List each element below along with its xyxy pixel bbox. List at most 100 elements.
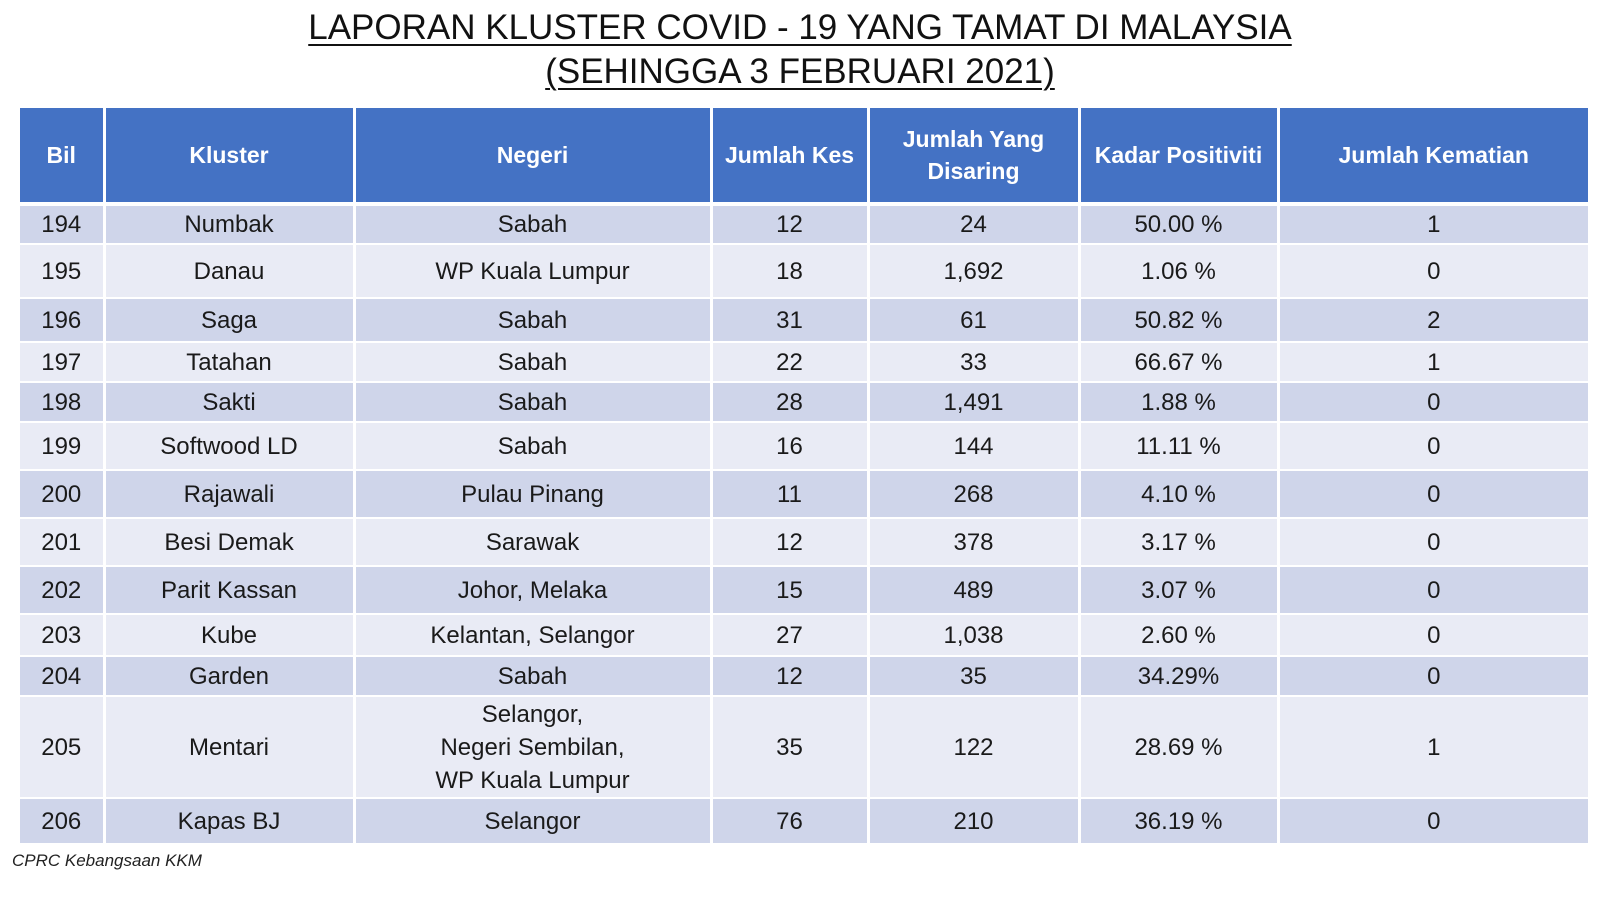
cell-negeri: Johor, Melaka xyxy=(352,566,713,615)
cell-kluster: Garden xyxy=(102,656,356,697)
cell-bil: 202 xyxy=(20,566,106,615)
cell-disaring: 122 xyxy=(866,696,1081,799)
header-jumlah-disaring-line1: Jumlah Yang xyxy=(902,126,1045,152)
cell-disaring: 61 xyxy=(866,298,1081,343)
cell-positiviti: 50.82 % xyxy=(1077,298,1280,343)
cell-kematian: 0 xyxy=(1276,422,1588,471)
table-row: 206 Kapas BJ Selangor 76 210 36.19 % 0 xyxy=(20,798,1588,845)
cell-positiviti: 36.19 % xyxy=(1077,798,1280,845)
cell-positiviti: 66.67 % xyxy=(1077,342,1280,383)
cell-positiviti: 4.10 % xyxy=(1077,470,1280,519)
cell-kematian: 0 xyxy=(1276,518,1588,567)
cell-bil: 205 xyxy=(20,696,106,799)
cell-negeri: Kelantan, Selangor xyxy=(352,614,713,657)
cell-positiviti: 11.11 % xyxy=(1077,422,1280,471)
negeri-line: Sabah xyxy=(497,348,568,376)
cell-negeri: Selangor xyxy=(352,798,713,845)
cell-positiviti: 28.69 % xyxy=(1077,696,1280,799)
negeri-line: Selangor xyxy=(484,807,581,835)
header-jumlah-kes: Jumlah Kes xyxy=(709,108,870,206)
cell-disaring: 378 xyxy=(866,518,1081,567)
table-row: 201 Besi Demak Sarawak 12 378 3.17 % 0 xyxy=(20,518,1588,567)
cell-disaring: 1,692 xyxy=(866,244,1081,299)
cell-disaring: 1,491 xyxy=(866,382,1081,423)
cell-kluster: Saga xyxy=(102,298,356,343)
cell-positiviti: 34.29% xyxy=(1077,656,1280,697)
cell-disaring: 144 xyxy=(866,422,1081,471)
negeri-line: Selangor, xyxy=(481,700,584,728)
cell-disaring: 1,038 xyxy=(866,614,1081,657)
cell-kluster: Kapas BJ xyxy=(102,798,356,845)
cell-kes: 18 xyxy=(709,244,870,299)
cell-disaring: 35 xyxy=(866,656,1081,697)
table-row: 199 Softwood LD Sabah 16 144 11.11 % 0 xyxy=(20,422,1588,471)
cell-kluster: Softwood LD xyxy=(102,422,356,471)
cell-positiviti: 50.00 % xyxy=(1077,204,1280,245)
cell-negeri: Sarawak xyxy=(352,518,713,567)
header-kluster: Kluster xyxy=(102,108,356,206)
cell-positiviti: 2.60 % xyxy=(1077,614,1280,657)
cell-kluster: Kube xyxy=(102,614,356,657)
cell-kematian: 0 xyxy=(1276,614,1588,657)
cell-bil: 206 xyxy=(20,798,106,845)
cell-kes: 31 xyxy=(709,298,870,343)
cell-kluster: Danau xyxy=(102,244,356,299)
cluster-table: Bil Kluster Negeri Jumlah Kes Jumlah Yan… xyxy=(20,108,1588,845)
header-bil: Bil xyxy=(20,108,106,206)
cell-disaring: 24 xyxy=(866,204,1081,245)
cell-kematian: 0 xyxy=(1276,566,1588,615)
cell-kematian: 1 xyxy=(1276,204,1588,245)
cell-negeri: Sabah xyxy=(352,342,713,383)
cell-kes: 28 xyxy=(709,382,870,423)
cell-kes: 12 xyxy=(709,656,870,697)
cell-disaring: 268 xyxy=(866,470,1081,519)
negeri-line: Negeri Sembilan, xyxy=(440,733,625,761)
table-header-row: Bil Kluster Negeri Jumlah Kes Jumlah Yan… xyxy=(20,108,1588,206)
cell-positiviti: 3.07 % xyxy=(1077,566,1280,615)
cell-kluster: Parit Kassan xyxy=(102,566,356,615)
cell-disaring: 33 xyxy=(866,342,1081,383)
cell-bil: 195 xyxy=(20,244,106,299)
header-negeri: Negeri xyxy=(352,108,713,206)
cell-kematian: 1 xyxy=(1276,342,1588,383)
negeri-line: WP Kuala Lumpur xyxy=(435,257,630,285)
negeri-line: Pulau Pinang xyxy=(461,480,604,508)
source-note: CPRC Kebangsaan KKM xyxy=(12,851,202,870)
cell-bil: 196 xyxy=(20,298,106,343)
table-row: 203 Kube Kelantan, Selangor 27 1,038 2.60 % 0 xyxy=(20,614,1588,657)
header-jumlah-kematian: Jumlah Kematian xyxy=(1276,108,1588,206)
header-kadar-positiviti: Kadar Positiviti xyxy=(1077,108,1280,206)
cell-bil: 197 xyxy=(20,342,106,383)
cell-kes: 15 xyxy=(709,566,870,615)
negeri-line: Sabah xyxy=(497,211,568,238)
cell-kluster: Besi Demak xyxy=(102,518,356,567)
report-title: LAPORAN KLUSTER COVID - 19 YANG TAMAT DI… xyxy=(0,6,1600,94)
cell-bil: 203 xyxy=(20,614,106,657)
cell-bil: 201 xyxy=(20,518,106,567)
cell-kematian: 0 xyxy=(1276,798,1588,845)
cell-kluster: Sakti xyxy=(102,382,356,423)
negeri-line: Kelantan, Selangor xyxy=(430,621,635,649)
cell-kluster: Rajawali xyxy=(102,470,356,519)
cell-kes: 16 xyxy=(709,422,870,471)
table-row: 196 Saga Sabah 31 61 50.82 % 2 xyxy=(20,298,1588,343)
cell-negeri: Sabah xyxy=(352,422,713,471)
negeri-line: Sarawak xyxy=(485,528,580,556)
table-row: 195 Danau WP Kuala Lumpur 18 1,692 1.06 % 0 xyxy=(20,244,1588,299)
cell-disaring: 210 xyxy=(866,798,1081,845)
table-row: 198 Sakti Sabah 28 1,491 1.88 % 0 xyxy=(20,382,1588,423)
title-line-2: (SEHINGGA 3 FEBRUARI 2021) xyxy=(545,52,1055,91)
table-row: 205 Mentari Selangor, Negeri Sembilan, WP Ku… xyxy=(20,696,1588,799)
cell-positiviti: 3.17 % xyxy=(1077,518,1280,567)
cell-disaring: 489 xyxy=(866,566,1081,615)
cell-kes: 12 xyxy=(709,518,870,567)
title-line-1: LAPORAN KLUSTER COVID - 19 YANG TAMAT DI… xyxy=(308,8,1292,47)
cell-kematian: 1 xyxy=(1276,696,1588,799)
cell-kes: 22 xyxy=(709,342,870,383)
cell-negeri: Sabah xyxy=(352,298,713,343)
cell-bil: 194 xyxy=(20,204,106,245)
cell-bil: 200 xyxy=(20,470,106,519)
cell-kes: 12 xyxy=(709,204,870,245)
cell-negeri: Sabah xyxy=(352,382,713,423)
cell-negeri: Sabah xyxy=(352,204,713,245)
